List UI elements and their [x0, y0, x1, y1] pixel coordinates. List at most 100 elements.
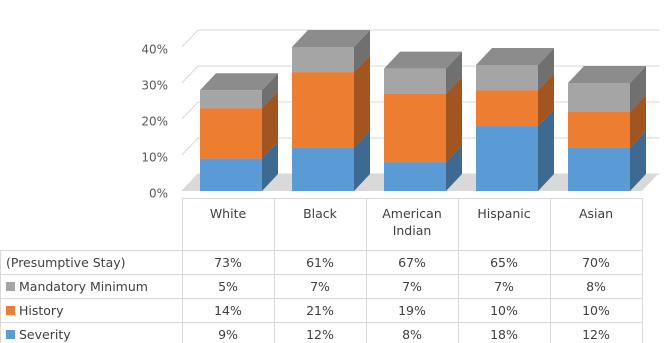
value-cell: 9%	[181, 322, 275, 343]
legend-label: Severity	[19, 327, 71, 342]
bar	[292, 72, 354, 148]
value-cell: 12%	[549, 322, 643, 343]
bar-side	[262, 141, 278, 191]
bar-side	[538, 48, 554, 91]
value-cell: 19%	[365, 298, 459, 323]
bar	[200, 158, 262, 191]
value-cell: 8%	[365, 322, 459, 343]
bar-side	[446, 145, 462, 191]
series-row: Severity 9% 12% 8% 18% 12%	[0, 322, 643, 343]
header-row: White Black American Indian Hispanic Asian	[0, 198, 643, 251]
value-cell: 10%	[457, 298, 551, 323]
legend-label: (Presumptive Stay)	[6, 255, 126, 270]
value-cell: 12%	[273, 322, 367, 343]
bar	[384, 68, 446, 94]
legend-swatch	[6, 330, 15, 339]
bar-side	[446, 76, 462, 163]
data-table: White Black American Indian Hispanic Asian (P…	[0, 198, 643, 343]
bar-side	[446, 51, 462, 94]
bar	[476, 126, 538, 191]
data-label: 9%	[218, 327, 238, 342]
value-cell: 10%	[549, 298, 643, 323]
x-tick-label: Hispanic	[477, 206, 531, 221]
data-label: 7%	[494, 279, 514, 294]
bar-side	[538, 73, 554, 127]
y-tick-label: 40%	[141, 43, 168, 57]
y-tick-label: 20%	[141, 115, 168, 129]
x-tick-label: Asian	[578, 206, 614, 221]
data-label: 8%	[402, 327, 422, 342]
category-cell: Black	[273, 198, 367, 251]
legend-label: Mandatory Minimum	[19, 279, 148, 294]
y-tick-label: 30%	[141, 79, 168, 93]
category-cell: Hispanic	[457, 198, 551, 251]
legend-cell: Mandatory Minimum	[0, 274, 183, 299]
bar-top	[476, 48, 554, 65]
corner-cell	[0, 198, 183, 251]
value-cell: 21%	[273, 298, 367, 323]
bar	[568, 111, 630, 148]
category-cell: White	[181, 198, 275, 251]
data-label: 7%	[402, 279, 422, 294]
value-cell: 14%	[181, 298, 275, 323]
data-label: 12%	[306, 327, 334, 342]
bar	[568, 83, 630, 112]
value-cell: 70%	[549, 250, 643, 275]
bar-side	[354, 130, 370, 191]
bar-side	[538, 109, 554, 191]
y-tick-label: 10%	[141, 151, 168, 165]
value-cell: 7%	[365, 274, 459, 299]
data-label: 8%	[586, 279, 606, 294]
data-label: 70%	[582, 255, 610, 270]
data-label: 5%	[218, 279, 238, 294]
x-tick-label: White	[209, 206, 247, 221]
data-label: 18%	[490, 327, 518, 342]
bar-side	[262, 73, 278, 109]
bar	[384, 162, 446, 191]
legend-swatch	[6, 306, 15, 315]
data-label: 7%	[310, 279, 330, 294]
value-cell: 7%	[273, 274, 367, 299]
bar-side	[630, 130, 646, 191]
bar-top	[568, 66, 646, 83]
bar-side	[262, 91, 278, 159]
value-cell: 61%	[273, 250, 367, 275]
value-cell: 5%	[181, 274, 275, 299]
data-label: 12%	[582, 327, 610, 342]
data-label: 10%	[490, 303, 518, 318]
value-cell: 73%	[181, 250, 275, 275]
bar	[384, 93, 446, 163]
value-cell: 8%	[549, 274, 643, 299]
bar-side	[630, 94, 646, 148]
bar	[292, 47, 354, 73]
y-tick-label: 0%	[149, 187, 168, 201]
data-label: 10%	[582, 303, 610, 318]
bar-top	[292, 30, 370, 47]
category-cell: Asian	[549, 198, 643, 251]
legend-cell: History	[0, 298, 183, 323]
plot: 0% 10% 20% 30% 40%	[141, 29, 660, 201]
category-cell: American Indian	[365, 198, 459, 251]
bar	[476, 90, 538, 127]
value-cell: 67%	[365, 250, 459, 275]
bar	[476, 65, 538, 91]
value-cell: 65%	[457, 250, 551, 275]
x-tick-label: Black	[303, 206, 337, 221]
bar	[568, 147, 630, 191]
x-tick-label: American Indian	[382, 206, 442, 238]
data-label: 61%	[306, 255, 334, 270]
legend-swatch	[6, 282, 15, 291]
legend-label: History	[19, 303, 64, 318]
series-row: (Presumptive Stay) 73% 61% 67% 65% 70%	[0, 250, 643, 275]
series-row: Mandatory Minimum 5% 7% 7% 7% 8%	[0, 274, 643, 299]
legend-cell: (Presumptive Stay)	[0, 250, 183, 275]
bar-top	[200, 73, 278, 91]
grid-line	[181, 29, 660, 48]
value-cell: 18%	[457, 322, 551, 343]
bar	[200, 108, 262, 159]
data-label: 65%	[490, 255, 518, 270]
data-label: 73%	[214, 255, 242, 270]
bar	[200, 90, 262, 109]
bar-side	[354, 30, 370, 73]
